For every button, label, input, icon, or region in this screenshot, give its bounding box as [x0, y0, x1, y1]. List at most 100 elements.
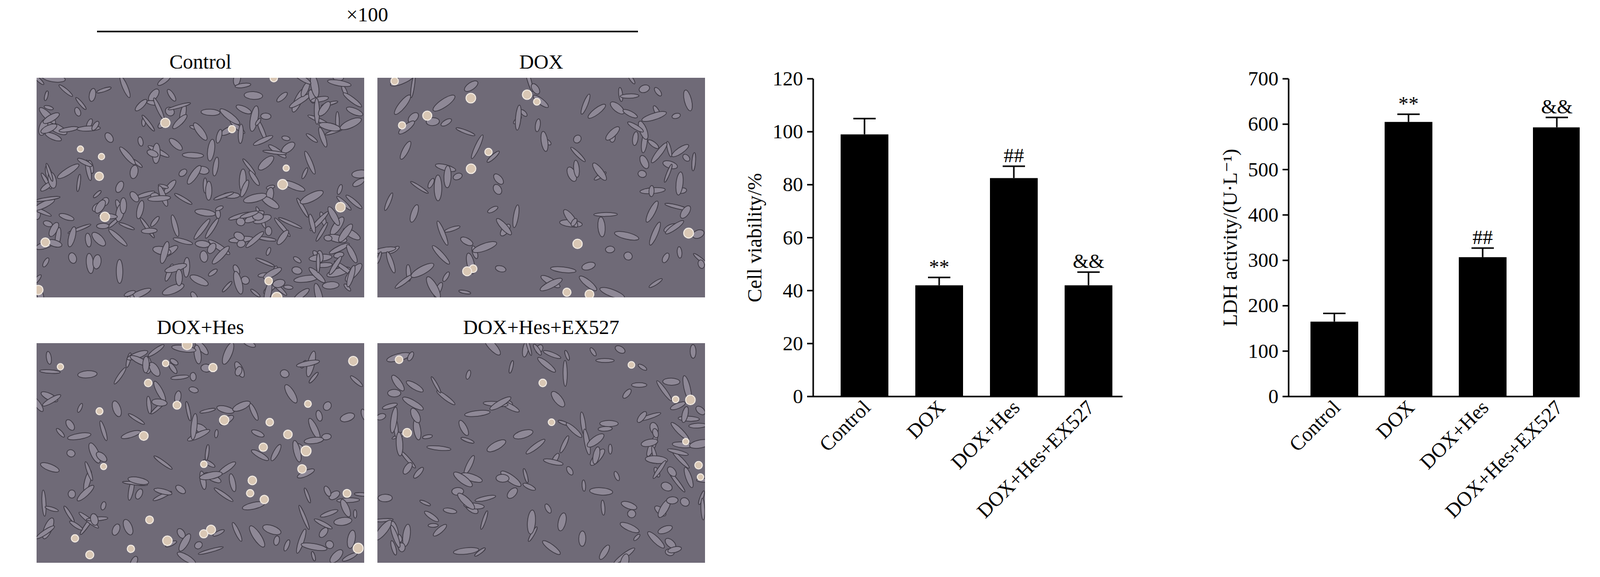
cell: [434, 174, 442, 201]
cell: [110, 399, 123, 418]
cell: [458, 289, 472, 295]
significance-mark: ##: [1472, 225, 1493, 249]
cell: [338, 115, 364, 133]
cell: [67, 431, 92, 441]
cell: [360, 408, 365, 421]
cell: [431, 522, 448, 538]
cell: [199, 406, 216, 414]
cell: [64, 417, 77, 432]
cell: [389, 539, 398, 556]
cell: [351, 169, 365, 179]
x-tick-label: DOX+Hes+EX527: [1440, 395, 1567, 523]
rounded-cell: [548, 418, 555, 426]
cell: [151, 97, 166, 121]
rounded-cell: [485, 148, 493, 156]
cell-texture: [36, 342, 365, 563]
cell: [152, 454, 174, 470]
cell: [231, 270, 245, 295]
x-tick-label: DOX+Hes: [946, 395, 1024, 474]
cell: [184, 400, 192, 421]
cell: [188, 385, 200, 394]
rounded-cell: [283, 429, 293, 439]
rounded-cell: [282, 165, 290, 172]
rounded-cell: [98, 153, 105, 160]
cell: [292, 255, 303, 265]
cell: [660, 251, 671, 264]
cell: [76, 156, 94, 168]
rounded-cell: [391, 77, 399, 85]
cell: [409, 260, 436, 280]
cell: [281, 135, 291, 142]
micrograph-background: [377, 77, 706, 298]
cell: [581, 479, 586, 492]
cell: [637, 153, 651, 170]
cell: [213, 190, 235, 201]
micrograph: [27, 69, 370, 309]
plot-area: [1310, 114, 1580, 397]
y-axis: [1288, 78, 1290, 397]
cell: [426, 444, 452, 452]
rounded-cell: [462, 266, 472, 276]
cell: [145, 148, 159, 159]
significance-mark: ##: [1003, 143, 1024, 167]
cell: [207, 267, 219, 278]
micrograph: [30, 338, 371, 569]
cell: [569, 217, 579, 228]
error-stem: [1482, 247, 1484, 258]
cell: [215, 403, 235, 415]
cell: [586, 102, 607, 121]
cell: [409, 77, 417, 98]
rounded-cell: [466, 163, 476, 174]
cell: [678, 203, 693, 220]
cell: [678, 495, 691, 508]
y-tick: [807, 131, 814, 133]
cell: [165, 87, 178, 103]
cell: [694, 404, 706, 416]
cell: [482, 342, 503, 358]
rounded-cell: [277, 179, 288, 189]
cell: [651, 427, 660, 439]
cell: [204, 443, 210, 461]
cell: [252, 133, 274, 147]
cell: [681, 152, 692, 163]
cell: [282, 382, 300, 405]
cell: [145, 395, 152, 414]
cell: [158, 240, 171, 264]
cell: [41, 392, 62, 408]
cell: [116, 259, 123, 283]
cell: [247, 105, 261, 133]
cell: [121, 517, 136, 536]
cell: [666, 446, 689, 457]
rounded-cell: [94, 171, 104, 181]
cell: [452, 171, 464, 181]
cell: [275, 228, 291, 246]
cell: [605, 245, 616, 253]
error-bar: [928, 277, 951, 286]
cell: [142, 355, 150, 373]
y-tick-label: 20: [782, 331, 804, 355]
cell: [128, 189, 141, 204]
error-bar: [853, 118, 876, 135]
error-bar: [1471, 247, 1494, 258]
cell: [141, 227, 158, 234]
error-stem: [1408, 114, 1410, 122]
cell: [282, 538, 292, 552]
cell: [237, 123, 244, 144]
cell: [321, 399, 333, 412]
cell: [58, 211, 75, 222]
cell: [298, 187, 326, 207]
cell: [39, 460, 61, 474]
cell: [254, 117, 262, 126]
micrograph-title: DOX+Hes+EX527: [463, 315, 620, 339]
cell: [637, 362, 648, 372]
rounded-cell: [335, 202, 346, 212]
cell: [621, 387, 633, 400]
cell: [57, 83, 74, 98]
cell: [77, 369, 98, 379]
rounded-cell: [422, 110, 432, 120]
cell: [663, 218, 685, 236]
cell: [45, 162, 55, 182]
cell: [631, 382, 647, 388]
cell: [322, 280, 339, 290]
cell: [651, 459, 668, 480]
